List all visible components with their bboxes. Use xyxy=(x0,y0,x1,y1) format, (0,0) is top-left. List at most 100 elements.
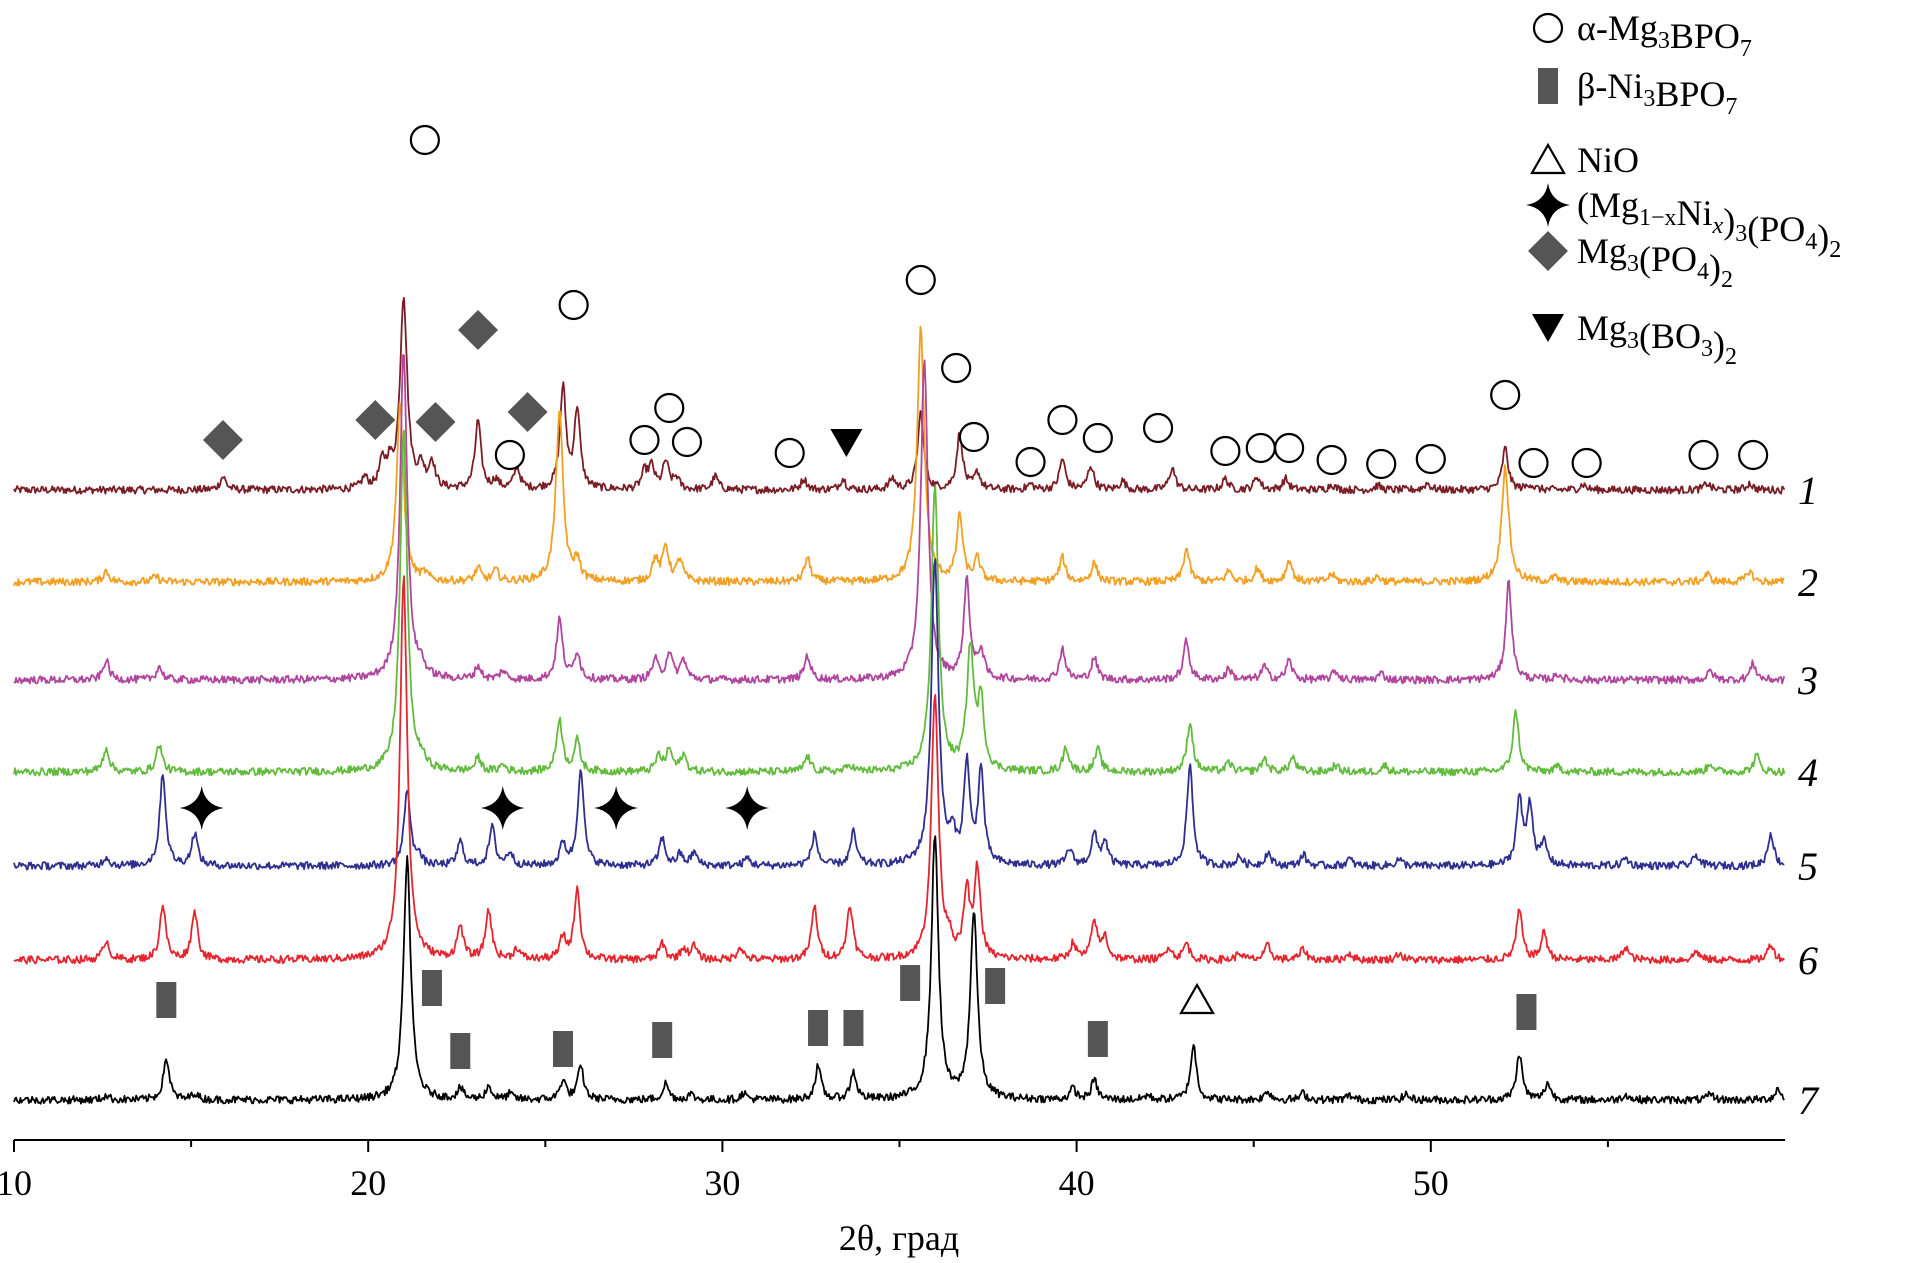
diamond-marker-shape xyxy=(1528,231,1568,271)
curve-7 xyxy=(13,835,1785,1105)
circle-open-marker xyxy=(941,352,972,384)
circle-marker-shape xyxy=(774,437,805,469)
circle-open-marker xyxy=(1142,412,1174,444)
diamond-marker-shape xyxy=(202,420,243,460)
circle-marker-shape xyxy=(1366,448,1397,480)
circle-marker-shape xyxy=(629,424,660,456)
circle-open-marker xyxy=(671,426,703,458)
curve-label-2: 2 xyxy=(1798,560,1818,605)
circle-marker-shape xyxy=(905,264,936,296)
x-tick-label-50: 50 xyxy=(1413,1163,1449,1203)
circle-open-marker xyxy=(1015,446,1046,478)
circle-marker-shape xyxy=(1532,12,1564,44)
circle-marker-shape xyxy=(1142,412,1174,444)
triangle-down-filled-marker xyxy=(830,429,863,457)
diamond-filled-marker xyxy=(507,392,548,432)
circle-open-marker xyxy=(1082,422,1113,454)
rect-filled-marker xyxy=(985,968,1006,1004)
diamond-marker-shape xyxy=(355,400,396,440)
circle-marker-shape xyxy=(494,439,525,471)
rect-marker-shape xyxy=(843,1010,864,1046)
circle-marker-shape xyxy=(941,352,972,384)
circle-open-marker xyxy=(494,439,525,471)
triangle-down-marker-shape xyxy=(830,429,863,457)
legend-marker-1 xyxy=(1538,68,1558,104)
legend-label-1: β-Ni3BPO7 xyxy=(1577,66,1737,120)
rect-marker-shape xyxy=(1087,1021,1108,1057)
rect-filled-marker xyxy=(652,1022,673,1058)
diamond-filled-marker xyxy=(355,400,396,440)
legend-label-2: NiO xyxy=(1577,140,1639,180)
circle-open-marker xyxy=(1274,432,1305,464)
circle-marker-shape xyxy=(1210,435,1241,467)
circle-marker-shape xyxy=(1738,439,1769,471)
curve-1 xyxy=(13,297,1786,495)
star-marker-shape xyxy=(725,786,770,830)
circle-open-marker xyxy=(1738,439,1769,471)
diamond-filled-marker xyxy=(458,310,499,350)
circle-open-marker xyxy=(1415,443,1446,475)
curve-label-1: 1 xyxy=(1798,468,1818,513)
legend-label-5: Mg3(BO3)2 xyxy=(1577,308,1737,370)
legend-marker-4 xyxy=(1528,231,1568,271)
circle-marker-shape xyxy=(958,421,989,453)
circle-open-marker xyxy=(1316,444,1347,476)
rect-marker-shape xyxy=(808,1010,829,1046)
rect-marker-shape xyxy=(1516,994,1537,1030)
star4-filled-marker xyxy=(594,786,639,830)
x-tick-label-40: 40 xyxy=(1059,1163,1095,1203)
rect-marker-shape xyxy=(652,1022,673,1058)
rect-filled-marker xyxy=(900,965,921,1001)
legend-marker-5 xyxy=(1532,314,1564,342)
x-tick-label-20: 20 xyxy=(350,1163,386,1203)
curve-label-3: 3 xyxy=(1797,658,1818,703)
circle-marker-shape xyxy=(671,426,703,458)
diamond-marker-shape xyxy=(415,402,456,442)
triangle-up-marker-shape xyxy=(1530,142,1566,175)
circle-marker-shape xyxy=(1245,432,1276,464)
circle-marker-shape xyxy=(1274,432,1305,464)
star4-filled-marker xyxy=(480,786,525,830)
curve-5 xyxy=(13,558,1785,871)
circle-open-marker xyxy=(1245,432,1276,464)
curve-2 xyxy=(13,325,1785,587)
rect-filled-marker xyxy=(843,1010,864,1046)
circle-marker-shape xyxy=(1571,447,1602,479)
legend-marker-0 xyxy=(1532,12,1564,44)
legend-marker-2 xyxy=(1530,142,1566,175)
rect-filled-marker xyxy=(1516,994,1537,1030)
diffraction-curves xyxy=(13,297,1786,1105)
diamond-marker-shape xyxy=(507,392,548,432)
circle-open-marker xyxy=(905,264,936,296)
legend-label-4: Mg3(PO4)2 xyxy=(1577,231,1733,293)
circle-open-marker xyxy=(1571,447,1602,479)
star-marker-shape xyxy=(480,786,525,830)
circle-marker-shape xyxy=(1518,447,1549,479)
circle-open-marker xyxy=(958,421,989,453)
circle-marker-shape xyxy=(1082,422,1113,454)
diamond-marker-shape xyxy=(458,310,499,350)
star4-filled-marker xyxy=(179,786,224,830)
curve-label-7: 7 xyxy=(1798,1078,1820,1123)
triangle-down-marker-shape xyxy=(1532,314,1564,342)
curve-4 xyxy=(13,429,1786,777)
circle-open-marker xyxy=(654,392,685,424)
circle-open-marker xyxy=(1366,448,1397,480)
curve-3 xyxy=(13,354,1786,685)
legend: α-Mg3BPO7β-Ni3BPO7NiO(Mg1−xNix)3(PO4)2Mg… xyxy=(1526,8,1841,370)
legend-label-3: (Mg1−xNix)3(PO4)2 xyxy=(1577,185,1841,263)
circle-open-marker xyxy=(558,289,589,321)
rect-marker-shape xyxy=(450,1033,471,1069)
rect-filled-marker xyxy=(553,1031,574,1067)
diamond-filled-marker xyxy=(415,402,456,442)
curve-label-5: 5 xyxy=(1798,844,1818,889)
triangle-up-open-marker xyxy=(1179,982,1215,1015)
circle-open-marker xyxy=(629,424,660,456)
phase-markers xyxy=(156,124,1769,1069)
circle-marker-shape xyxy=(1047,404,1078,436)
circle-marker-shape xyxy=(1490,379,1521,411)
circle-marker-shape xyxy=(1415,443,1446,475)
circle-open-marker xyxy=(1490,379,1521,411)
circle-marker-shape xyxy=(1015,446,1046,478)
